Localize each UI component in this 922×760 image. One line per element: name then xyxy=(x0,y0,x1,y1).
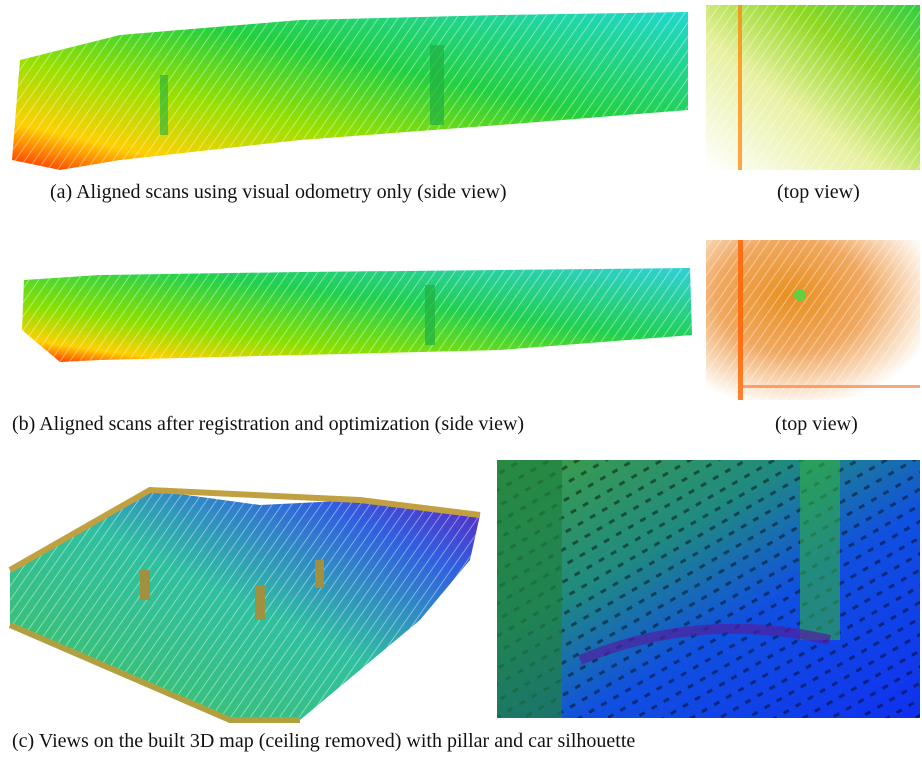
map-3d-overview xyxy=(10,490,480,720)
caption: (top view) xyxy=(775,413,858,436)
figure: (a) Aligned scans using visual odometry … xyxy=(0,0,922,760)
scan-top-view-b xyxy=(706,240,920,400)
caption: (c) Views on the built 3D map (ceiling r… xyxy=(12,730,635,753)
map-3d-closeup xyxy=(497,460,920,718)
scan-side-view-b xyxy=(22,268,692,362)
caption: (a) Aligned scans using visual odometry … xyxy=(50,181,507,204)
scan-top-view-a xyxy=(706,5,920,170)
figure-graphics xyxy=(0,0,922,760)
caption: (b) Aligned scans after registration and… xyxy=(12,413,524,436)
scan-side-view-a xyxy=(12,12,688,170)
caption: (top view) xyxy=(777,181,860,204)
